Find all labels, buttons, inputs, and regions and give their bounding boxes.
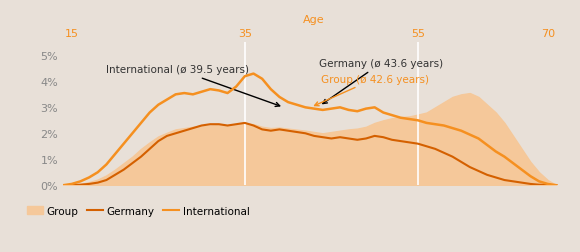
Text: Group (ø 42.6 years): Group (ø 42.6 years) [314,74,429,106]
Text: International (ø 39.5 years): International (ø 39.5 years) [106,65,280,107]
Text: Germany (ø 43.6 years): Germany (ø 43.6 years) [319,59,443,104]
Legend: Group, Germany, International: Group, Germany, International [23,202,254,220]
X-axis label: Age: Age [303,15,325,25]
